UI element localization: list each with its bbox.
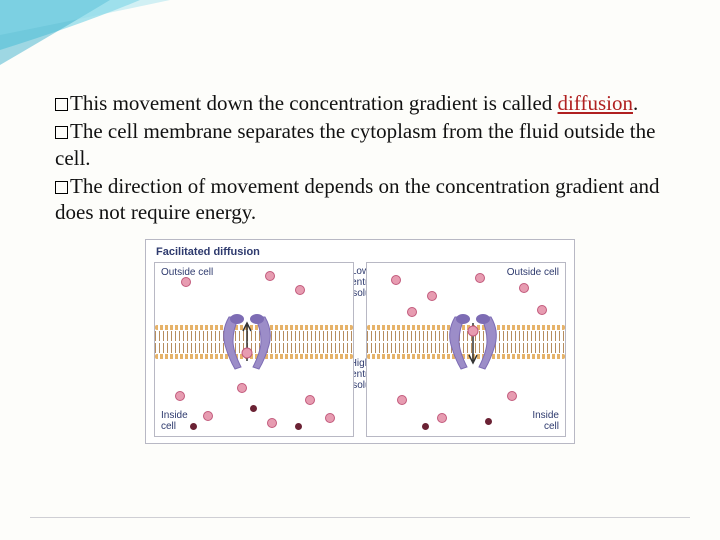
outside-cell-label: Outside cell [507, 267, 559, 278]
solute-particle [422, 423, 429, 430]
channel-protein [445, 311, 501, 373]
solute-particle [181, 277, 191, 287]
panel-right: Outside cell Insidecell [366, 262, 566, 437]
channel-protein [219, 311, 275, 373]
bullet-item: The direction of movement depends on the… [55, 173, 665, 226]
solute-particle [407, 307, 417, 317]
solute-particle [267, 418, 277, 428]
solute-particle [537, 305, 547, 315]
solute-particle [237, 383, 247, 393]
solute-particle [427, 291, 437, 301]
keyword: diffusion [558, 91, 633, 115]
solute-particle [391, 275, 401, 285]
solute-particle [295, 423, 302, 430]
solute-particle [175, 391, 185, 401]
footer-divider [30, 517, 690, 518]
solute-particle [305, 395, 315, 405]
slide-body: This movement down the concentration gra… [55, 90, 665, 444]
solute-particle [507, 391, 517, 401]
inside-cell-label: Insidecell [532, 410, 559, 432]
bullet-box-icon [55, 126, 68, 139]
corner-swoosh [0, 0, 200, 100]
diffusion-diagram: Facilitated diffusion Lowconcentrationof… [145, 239, 575, 444]
solute-particle [437, 413, 447, 423]
solute-particle [203, 411, 213, 421]
solute-particle [325, 413, 335, 423]
bullet-list: This movement down the concentration gra… [55, 90, 665, 225]
diagram-title: Facilitated diffusion [156, 246, 260, 258]
solute-particle [519, 283, 529, 293]
solute-particle [485, 418, 492, 425]
solute-particle [295, 285, 305, 295]
solute-particle [190, 423, 197, 430]
panel-left: Outside cellInsidecell [154, 262, 354, 437]
bullet-box-icon [55, 98, 68, 111]
solute-particle [265, 271, 275, 281]
solute-particle [250, 405, 257, 412]
bullet-item: The cell membrane separates the cytoplas… [55, 118, 665, 171]
solute-particle [397, 395, 407, 405]
inside-cell-label: Insidecell [161, 410, 188, 432]
bullet-box-icon [55, 181, 68, 194]
bullet-item: This movement down the concentration gra… [55, 90, 665, 116]
solute-particle [475, 273, 485, 283]
